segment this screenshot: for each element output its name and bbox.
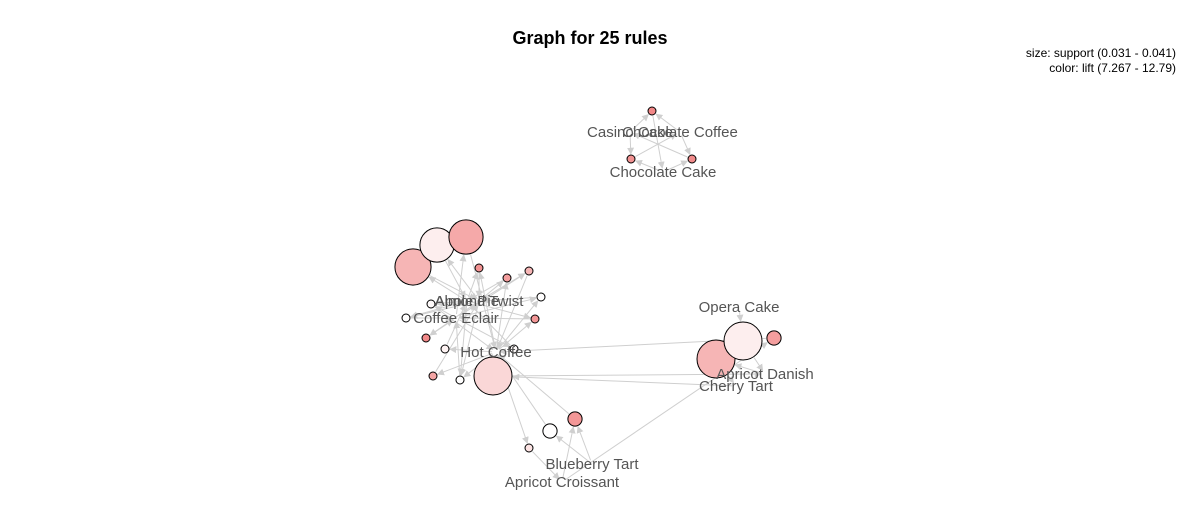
edge-lhs-apricot-croissant-rule-24 [562, 426, 576, 479]
legend-size: size: support (0.031 - 0.041) [1025, 46, 1176, 60]
edge-lhs-hot-coffee-rule-15 [449, 346, 493, 354]
edge-lhs-almond-twist-rule-5 [447, 258, 478, 299]
rule-node-21 [723, 321, 763, 361]
rule-node-16 [509, 344, 519, 354]
edge-lhs-chocolate-cake-rule-2 [634, 160, 660, 171]
edge-rhs-rule-17-almond-twist [435, 303, 478, 372]
item-label-cherry-tart: Cherry Tart [699, 378, 774, 395]
edge-lhs-casino-cake-rule-1 [632, 113, 649, 130]
rule-node-8 [474, 263, 484, 273]
edge-rhs-rule-18-coffee-eclair [453, 321, 461, 376]
item-label-chocolate-coffee: Chocolate Coffee [622, 124, 738, 141]
edge-lhs-hot-coffee-rule-9 [496, 282, 509, 349]
edge-lhs-coffee-eclair-rule-6 [455, 254, 467, 315]
edge-lhs-cherry-tart-rule-19 [512, 373, 733, 387]
edge-rhs-rule-10-hot-coffee [496, 275, 528, 349]
rule-node-7 [426, 299, 436, 309]
item-label-hot-coffee: Hot Coffee [460, 344, 531, 361]
rule-node-25 [524, 443, 534, 453]
rule-node-9 [502, 273, 512, 283]
edge-lhs-apple-pie-rule-4 [428, 276, 464, 300]
edge-rhs-rule-4-almond-twist [429, 275, 477, 300]
item-label-casino-cake: Casino Cake [587, 124, 673, 141]
item-label-chocolate-cake: Chocolate Cake [610, 164, 717, 181]
rule-node-19 [473, 356, 513, 396]
rule-node-24 [567, 411, 583, 427]
edge-lhs-apple-pie-rule-12 [410, 301, 464, 319]
edge-lhs-apple-pie-rule-13 [470, 301, 531, 320]
edge-rhs-rule-11-almond-twist [482, 296, 537, 304]
edge-rhs-rule-14-coffee-eclair [429, 319, 454, 336]
edge-lhs-chocolate-coffee-rule-3 [681, 135, 691, 156]
edge-lhs-apple-pie-rule-8 [467, 272, 479, 298]
item-label-apple-pie: Apple Pie [435, 293, 499, 310]
edge-lhs-opera-cake-rule-21 [736, 310, 744, 322]
edge-rhs-rule-5-apple-pie [445, 260, 466, 299]
rule-node-15 [440, 344, 450, 354]
item-label-apricot-danish: Apricot Danish [716, 366, 814, 383]
graph-title: Graph for 25 rules [512, 28, 668, 48]
rule-nodes-layer [394, 106, 782, 453]
edge-lhs-almond-twist-rule-18 [459, 304, 479, 376]
edge-lhs-coffee-eclair-rule-16 [459, 319, 511, 348]
edge-lhs-coffee-eclair-rule-7 [434, 306, 453, 317]
item-label-blueberry-tart: Blueberry Tart [545, 456, 639, 473]
edge-rhs-rule-25-apricot-croissant [532, 451, 560, 480]
rule-node-3 [687, 154, 697, 164]
edge-rhs-rule-3-casino-cake [633, 132, 688, 158]
edge-rhs-rule-2-chocolate-coffee [635, 133, 678, 158]
edge-rhs-rule-13-coffee-eclair [459, 314, 531, 322]
rule-node-12 [401, 313, 411, 323]
edge-lhs-almond-twist-rule-9 [481, 280, 504, 299]
legend: size: support (0.031 - 0.041) color: lif… [1026, 46, 1176, 76]
item-label-opera-cake: Opera Cake [699, 299, 780, 316]
edge-rhs-rule-20-cherry-tart [727, 374, 735, 384]
edge-lhs-chocolate-coffee-rule-1 [655, 113, 678, 131]
rule-node-2 [626, 154, 636, 164]
edge-rhs-rule-9-apple-pie [469, 280, 503, 300]
legend-color: color: lift (7.267 - 12.79) [1049, 61, 1176, 75]
edge-lhs-chocolate-cake-rule-3 [666, 160, 689, 171]
rule-node-17 [428, 371, 438, 381]
item-label-almond-twist: Almond Twist [435, 293, 525, 310]
edge-lhs-casino-cake-rule-2 [627, 135, 635, 155]
edge-lhs-apricot-danish-rule-20 [734, 363, 762, 374]
rule-node-6 [448, 219, 484, 255]
rule-node-11 [536, 292, 546, 302]
rule-node-23 [542, 423, 558, 439]
edge-lhs-hot-coffee-rule-17 [437, 352, 493, 376]
rule-node-13 [530, 314, 540, 324]
edge-lhs-apple-pie-rule-18 [457, 304, 468, 376]
edge-rhs-rule-21-apricot-danish [753, 357, 764, 372]
edge-lhs-apple-pie-rule-7 [435, 299, 464, 307]
rule-node-22 [766, 330, 782, 346]
edge-rhs-rule-7-hot-coffee [434, 306, 494, 351]
rule-node-10 [524, 266, 534, 276]
item-label-apricot-croissant: Apricot Croissant [505, 474, 620, 491]
rule-node-18 [455, 375, 465, 385]
edge-lhs-coffee-eclair-rule-11 [459, 296, 537, 318]
rule-node-14 [421, 333, 431, 343]
edge-rhs-rule-24-hot-coffee [498, 354, 570, 415]
edge-lhs-blueberry-tart-rule-23 [555, 435, 590, 462]
item-label-coffee-eclair: Coffee Eclair [413, 310, 499, 327]
rule-node-1 [647, 106, 657, 116]
edge-rhs-rule-1-chocolate-cake [652, 115, 665, 169]
edge-lhs-blueberry-tart-rule-24 [576, 425, 592, 461]
rule-node-4 [394, 248, 432, 286]
